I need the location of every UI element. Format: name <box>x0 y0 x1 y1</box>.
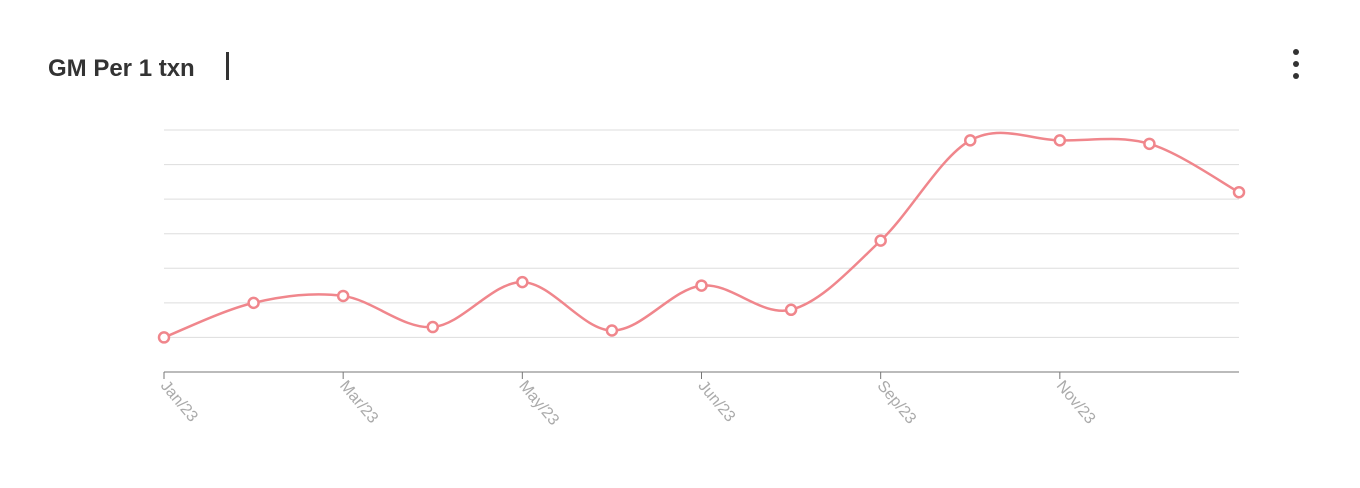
point <box>157 331 171 344</box>
menu-dot <box>1293 61 1299 67</box>
x-tick-label: Sep/23 <box>874 378 920 428</box>
line <box>163 131 1240 339</box>
x-tick-label: Jun/23 <box>694 378 738 426</box>
point <box>605 324 619 337</box>
x-tick-label: May/23 <box>515 378 562 429</box>
x-tick-label: Mar/23 <box>336 378 381 427</box>
point <box>1053 134 1067 147</box>
point <box>784 303 798 317</box>
x-tick-label: Nov/23 <box>1053 378 1099 428</box>
point <box>516 275 529 289</box>
menu-dot <box>1293 49 1299 55</box>
title-separator <box>226 52 229 80</box>
point <box>695 279 708 292</box>
point <box>426 320 439 334</box>
x-tick-label: Jan/23 <box>157 378 201 426</box>
point <box>964 134 977 147</box>
point <box>1143 137 1156 151</box>
point <box>874 234 887 247</box>
point <box>336 289 350 303</box>
menu-dot <box>1293 73 1299 79</box>
point <box>247 296 260 310</box>
point <box>1232 185 1246 199</box>
chart-title: GM Per 1 txn <box>48 55 195 82</box>
menu-button[interactable] <box>1293 49 1299 79</box>
